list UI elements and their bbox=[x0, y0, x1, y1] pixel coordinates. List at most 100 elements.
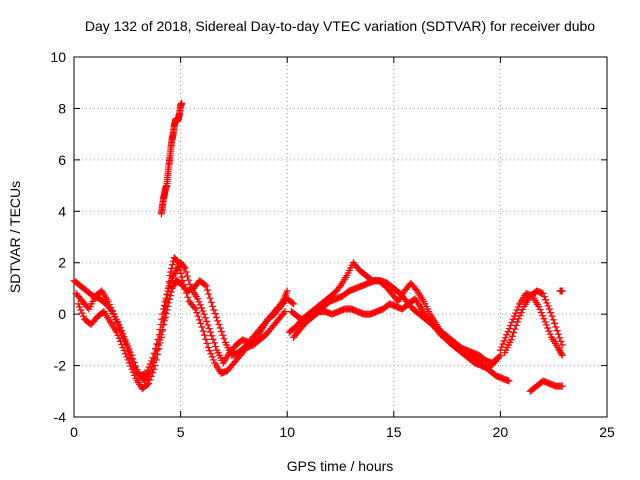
data-point bbox=[281, 308, 289, 316]
data-point bbox=[548, 312, 556, 320]
y-tick-label: 0 bbox=[58, 306, 66, 322]
data-point bbox=[79, 312, 87, 320]
data-point bbox=[107, 303, 115, 311]
data-point bbox=[159, 310, 167, 318]
data-point bbox=[122, 340, 130, 348]
data-point bbox=[112, 316, 120, 324]
data-point bbox=[183, 289, 191, 297]
data-point bbox=[207, 350, 215, 358]
y-tick-label: -4 bbox=[54, 409, 67, 425]
data-point bbox=[510, 312, 518, 320]
data-point bbox=[178, 273, 186, 281]
data-point bbox=[166, 292, 174, 300]
series-track-i bbox=[526, 377, 566, 395]
data-point bbox=[504, 328, 512, 336]
data-point bbox=[199, 307, 207, 315]
data-point bbox=[551, 319, 559, 327]
data-point bbox=[125, 359, 133, 367]
data-point bbox=[146, 360, 154, 368]
data-point bbox=[206, 294, 214, 302]
data-point bbox=[209, 302, 217, 310]
data-point bbox=[144, 366, 152, 374]
data-point bbox=[554, 330, 562, 338]
data-point bbox=[540, 315, 548, 323]
data-point bbox=[207, 298, 215, 306]
data-point bbox=[211, 310, 219, 318]
data-point bbox=[496, 346, 504, 354]
data-point bbox=[151, 345, 159, 353]
data-point bbox=[201, 314, 209, 322]
data-point bbox=[556, 334, 564, 342]
data-point bbox=[150, 365, 158, 373]
data-point bbox=[156, 339, 164, 347]
data-point bbox=[288, 299, 296, 307]
data-point bbox=[203, 339, 211, 347]
x-tick-label: 15 bbox=[386, 424, 402, 440]
data-point bbox=[209, 335, 217, 343]
data-point bbox=[196, 301, 204, 309]
data-point bbox=[202, 335, 210, 343]
data-point bbox=[166, 295, 174, 303]
data-point bbox=[125, 347, 133, 355]
data-point bbox=[114, 322, 122, 330]
data-point bbox=[507, 321, 515, 329]
data-point bbox=[142, 369, 150, 377]
data-point bbox=[126, 351, 134, 359]
data-point bbox=[499, 340, 507, 348]
data-point bbox=[544, 324, 552, 332]
data-point bbox=[171, 270, 179, 278]
data-point bbox=[543, 299, 551, 307]
data-point bbox=[197, 304, 205, 312]
data-point bbox=[219, 331, 227, 339]
data-point bbox=[186, 280, 194, 288]
data-point bbox=[147, 372, 155, 380]
data-point bbox=[181, 264, 189, 272]
data-point bbox=[205, 325, 213, 333]
data-point bbox=[546, 330, 554, 338]
data-point bbox=[162, 294, 170, 302]
data-point bbox=[180, 281, 188, 289]
data-point bbox=[558, 382, 566, 390]
data-point bbox=[214, 317, 222, 325]
data-point bbox=[154, 350, 162, 358]
data-point bbox=[121, 337, 129, 345]
series-track-j bbox=[556, 287, 566, 295]
data-point bbox=[557, 337, 565, 345]
data-point bbox=[557, 348, 565, 356]
data-point bbox=[502, 334, 510, 342]
data-point bbox=[154, 335, 162, 343]
data-point bbox=[203, 286, 211, 294]
data-point bbox=[200, 310, 208, 318]
data-point bbox=[180, 263, 188, 271]
data-point bbox=[118, 331, 126, 339]
data-point bbox=[151, 362, 159, 370]
data-point bbox=[555, 345, 563, 353]
data-point bbox=[500, 337, 508, 345]
data-point bbox=[209, 356, 217, 364]
data-point bbox=[539, 312, 547, 320]
data-point bbox=[549, 316, 557, 324]
data-point bbox=[184, 293, 192, 301]
data-point bbox=[77, 306, 85, 314]
data-point bbox=[193, 309, 201, 317]
data-point bbox=[78, 309, 86, 317]
data-point bbox=[215, 320, 223, 328]
data-point bbox=[167, 288, 175, 296]
data-point bbox=[113, 319, 121, 327]
data-point bbox=[199, 327, 207, 335]
series-track-b bbox=[74, 254, 289, 393]
data-point bbox=[206, 328, 214, 336]
y-tick-label: 6 bbox=[58, 152, 66, 168]
data-point bbox=[547, 309, 555, 317]
data-point bbox=[197, 319, 205, 327]
data-point bbox=[494, 354, 502, 362]
data-point bbox=[171, 268, 179, 276]
data-point bbox=[537, 309, 545, 317]
data-point bbox=[545, 327, 553, 335]
data-point bbox=[109, 310, 117, 318]
data-point bbox=[509, 315, 517, 323]
data-point bbox=[545, 305, 553, 313]
data-point bbox=[104, 297, 112, 305]
x-tick-label: 20 bbox=[493, 424, 509, 440]
data-point bbox=[553, 327, 561, 335]
